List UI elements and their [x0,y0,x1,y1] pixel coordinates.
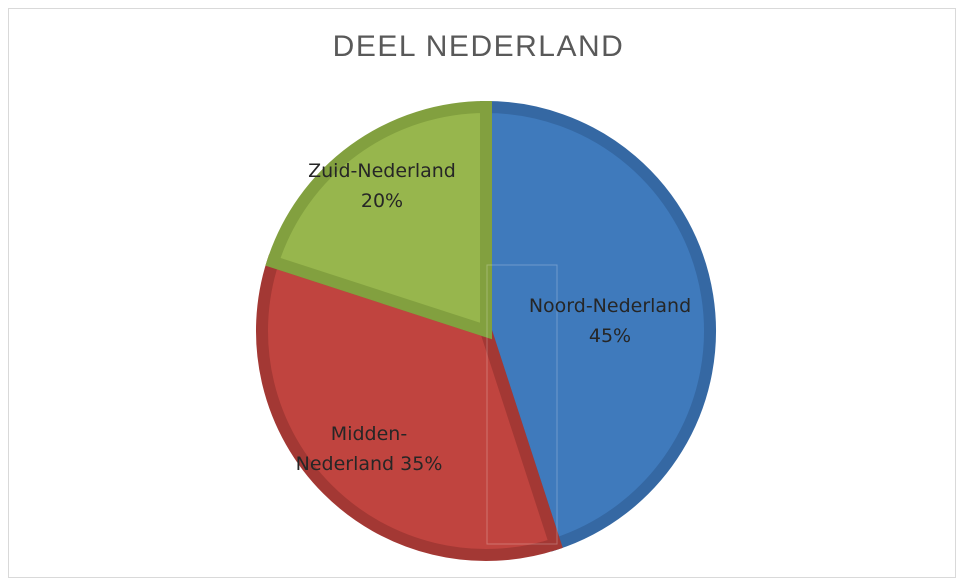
pie-slice-noord-nederland[interactable] [480,100,716,552]
pie-slice-zuid-nederland[interactable] [265,100,492,340]
pie-data-labels: Noord-Nederland 45% Midden- Nederland 35% Zu… [296,160,692,475]
data-label-midden-nederland: Midden- Nederland 35% [296,423,443,475]
data-label-line: 45% [589,325,631,347]
data-label-line: Noord-Nederland [529,295,691,317]
data-label-zuid-nederland: Zuid-Nederland 20% [308,160,456,212]
data-label-line: 20% [361,190,403,212]
plot-area-outline [486,264,558,545]
chart-title: DEEL NEDERLAND [332,30,625,63]
data-label-line: Nederland 35% [296,453,443,475]
data-label-noord-nederland: Noord-Nederland 45% [529,295,691,347]
data-label-line: Midden- [331,423,407,445]
pie-slices [256,100,716,561]
data-label-line: Zuid-Nederland [308,160,456,182]
